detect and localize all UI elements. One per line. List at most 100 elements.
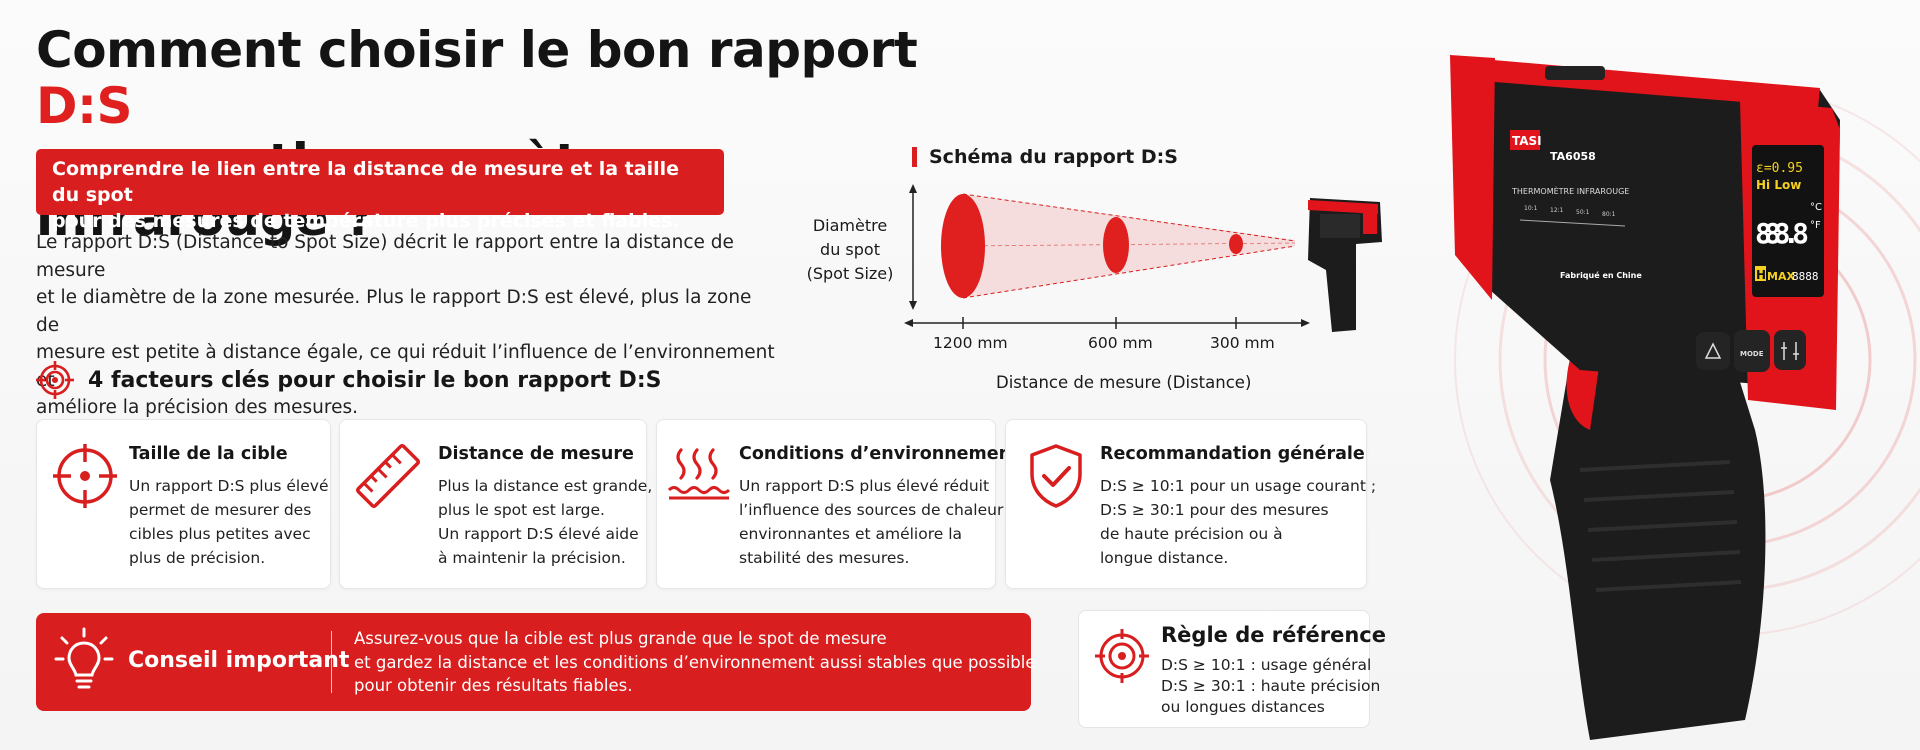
card-body: Un rapport D:S plus élevé permet de mesu… (129, 474, 329, 570)
schema-title: Schéma du rapport D:S (912, 146, 1178, 168)
spot-ellipse-300 (1229, 234, 1243, 254)
warning-icon (1704, 342, 1722, 359)
card-line: Plus la distance est grande, (438, 477, 653, 495)
card-title: Taille de la cible (129, 444, 288, 464)
card-line: Un rapport D:S plus élevé (129, 477, 329, 495)
card-line: D:S ≥ 10:1 pour un usage courant ; (1100, 477, 1377, 495)
subtitle-line: Comprendre le lien entre la distance de … (52, 158, 679, 206)
mode-button (1734, 330, 1770, 372)
distance-tick-600: 600 mm (1088, 334, 1153, 352)
tip-line: pour obtenir des résultats fiables. (354, 676, 633, 695)
target-icon (1095, 629, 1149, 683)
card-line: cibles plus petites avec (129, 525, 311, 543)
grip-ridges (1579, 460, 1742, 592)
reference-title: Règle de référence (1161, 623, 1387, 647)
device-subtitle: THERMOMÈTRE INFRAROUGE (1511, 185, 1629, 196)
reference-line: D:S ≥ 30:1 : haute précision (1161, 677, 1381, 695)
lcd-screen (1752, 145, 1824, 297)
schema-title-bar (912, 147, 917, 167)
spot-ellipse-600 (1103, 217, 1129, 273)
shield-check-icon (1030, 444, 1082, 508)
heat-waves-icon (667, 448, 731, 500)
lcd-unit-f: °F (1810, 220, 1821, 231)
title-accent: D:S (36, 77, 133, 135)
factors-heading: 4 facteurs clés pour choisir le bon rapp… (36, 360, 661, 400)
lcd-h: H (1756, 268, 1766, 282)
subtitle-line: pour des mesures de température plus pré… (52, 210, 680, 232)
lcd-secondary: 8888 (1792, 270, 1819, 283)
device-ratio: 80:1 (1602, 211, 1616, 218)
device-buttons: MODE (1696, 330, 1806, 372)
tip-message: Assurez-vous que la cible est plus grand… (354, 627, 1036, 698)
intro-line: et le diamètre de la zone mesurée. Plus … (36, 287, 752, 336)
card-line: permet de mesurer des (129, 501, 312, 519)
card-line: stabilité des mesures. (739, 549, 910, 567)
card-line: l’influence des sources de chaleur (739, 501, 1004, 519)
lcd-emissivity: ε=0.95 (1756, 161, 1803, 176)
card-target-size: Taille de la cible Un rapport D:S plus é… (36, 419, 331, 589)
reference-card: Règle de référence D:S ≥ 10:1 : usage gé… (1078, 610, 1386, 728)
title-line1: Comment choisir le bon rapport (36, 21, 918, 79)
card-line: à maintenir la précision. (438, 549, 626, 567)
lcd-unit-c: °C (1810, 202, 1822, 213)
ds-ratio-diagram (904, 184, 1382, 332)
spot-label-line: Diamètre (812, 216, 888, 235)
device-ratio: 12:1 (1550, 207, 1564, 214)
card-environment: Conditions d’environnement Un rapport D:… (656, 419, 1019, 589)
reference-body: D:S ≥ 10:1 : usage général D:S ≥ 30:1 : … (1161, 655, 1380, 718)
target-crosshair-icon (36, 361, 74, 399)
card-line: D:S ≥ 30:1 pour des mesures (1100, 501, 1329, 519)
distance-caption: Distance de mesure (Distance) (996, 373, 1252, 392)
distance-tick-300: 300 mm (1210, 334, 1275, 352)
device-made-in: Fabriqué en Chine (1560, 270, 1642, 280)
card-title: Recommandation générale (1100, 444, 1365, 464)
device-ratio: 50:1 (1576, 209, 1590, 216)
card-body: D:S ≥ 10:1 pour un usage courant ; D:S ≥… (1100, 474, 1376, 570)
spot-size-label: Diamètre du spot (Spot Size) (800, 214, 900, 286)
reference-line: ou longues distances (1161, 698, 1325, 716)
spot-diameter-arrow (909, 184, 917, 310)
card-recommendation: Recommandation générale D:S ≥ 10:1 pour … (1005, 419, 1376, 589)
card-line: environnantes et améliore la (739, 525, 963, 543)
distance-axis (904, 317, 1310, 329)
device-ratio: 10:1 (1524, 205, 1538, 212)
card-distance: Distance de mesure Plus la distance est … (339, 419, 652, 589)
card-line: plus de précision. (129, 549, 266, 567)
settings-icon (1781, 342, 1799, 360)
intro-line: Le rapport D:S (Distance to Spot Size) d… (36, 232, 734, 281)
card-line: longue distance. (1100, 549, 1229, 567)
device-nose (1450, 55, 1495, 300)
schema-title-text: Schéma du rapport D:S (929, 146, 1178, 168)
tip-line: Assurez-vous que la cible est plus grand… (354, 629, 887, 648)
card-title: Conditions d’environnement (739, 444, 1020, 464)
device-model: TA6058 (1550, 150, 1596, 163)
infrared-thermometer-image: ε=0.95 Hi Low 888.8 °C °F H MAX 8888 TAS… (1450, 55, 1920, 740)
card-line: plus le spot est large. (438, 501, 605, 519)
warning-button (1696, 332, 1730, 370)
card-body: Plus la distance est grande, plus le spo… (438, 474, 652, 570)
lightbulb-icon (54, 627, 114, 689)
distance-tick-1200: 1200 mm (933, 334, 1008, 352)
lcd-main-reading: 888.8 (1755, 217, 1809, 250)
card-line: de haute précision ou à (1100, 525, 1283, 543)
tip-banner: Conseil important Assurez-vous que la ci… (36, 613, 1036, 711)
reference-line: D:S ≥ 10:1 : usage général (1161, 656, 1372, 674)
tip-divider (331, 631, 332, 693)
device-handle (1550, 350, 1766, 740)
mini-thermometer (1308, 198, 1382, 332)
lcd-mode: Hi Low (1756, 178, 1801, 192)
factors-heading-text: 4 facteurs clés pour choisir le bon rapp… (88, 367, 662, 393)
spot-label-line: du spot (820, 240, 880, 259)
settings-button (1774, 330, 1806, 370)
device-brand: TASI (1512, 134, 1542, 148)
spot-ellipse-1200 (941, 194, 985, 298)
tip-line: et gardez la distance et les conditions … (354, 652, 1036, 672)
intro-line: améliore la précision des mesures. (36, 397, 359, 418)
card-title: Distance de mesure (438, 444, 634, 464)
card-body: Un rapport D:S plus élevé réduit l’influ… (739, 474, 1003, 570)
ruler-icon (355, 443, 421, 509)
target-crosshair-icon (53, 444, 117, 508)
card-line: Un rapport D:S plus élevé réduit (739, 477, 990, 495)
subtitle-banner: Comprendre le lien entre la distance de … (36, 149, 724, 232)
spot-label-line: (Spot Size) (806, 264, 894, 283)
